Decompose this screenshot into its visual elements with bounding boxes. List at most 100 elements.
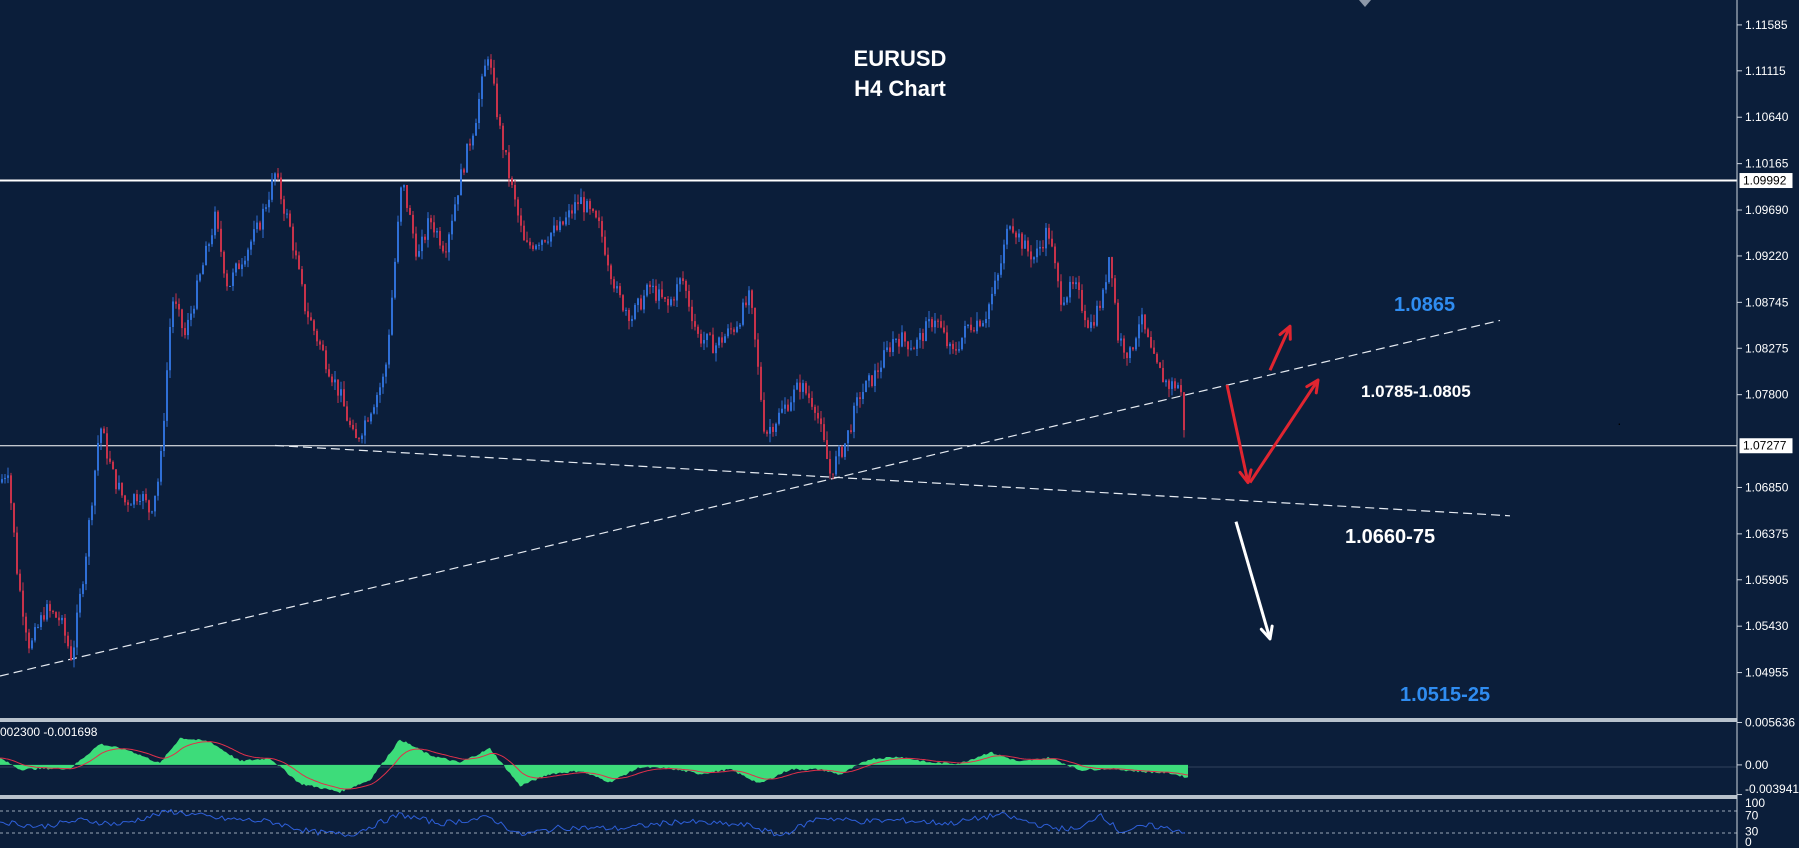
price-tick-label: 1.05430 — [1745, 619, 1789, 633]
candle-bull — [97, 442, 99, 471]
candle-bear — [691, 306, 693, 322]
candle-bear — [772, 426, 774, 432]
candle-bull — [925, 321, 927, 342]
candle-bull — [403, 184, 405, 188]
candle-bear — [70, 646, 72, 660]
candle-bear — [145, 494, 147, 501]
candle-bear — [1168, 380, 1170, 389]
candle-bull — [472, 135, 474, 146]
price-tick-label: 1.08275 — [1745, 341, 1789, 355]
candle-bear — [1183, 392, 1185, 431]
candle-bear — [526, 240, 528, 242]
candle-bear — [136, 494, 138, 502]
candle-bear — [292, 226, 294, 251]
price-tag-box — [1738, 437, 1794, 455]
candle-bear — [1027, 240, 1029, 252]
candle-bear — [808, 393, 810, 398]
candle-bear — [217, 211, 219, 229]
candle-bear — [973, 330, 975, 332]
candle-bear — [922, 333, 924, 342]
candle-bull — [154, 495, 156, 512]
candles — [1, 54, 1185, 668]
candle-bear — [952, 343, 954, 350]
candle-bear — [469, 143, 471, 146]
macd-tick-label: 0.005636 — [1745, 715, 1795, 729]
candle-bear — [1057, 263, 1059, 282]
price-axis: 1.11585 1.11115 1.10640 1.10165 1.09690 1.092… — [1736, 0, 1799, 848]
candle-bull — [88, 520, 90, 557]
candle-bull — [892, 339, 894, 353]
candle-bull — [232, 272, 234, 286]
candle-bear — [628, 309, 630, 322]
candle-bear — [673, 299, 675, 301]
candle-bear — [811, 397, 813, 407]
price-tick-label: 1.10640 — [1745, 110, 1789, 124]
candle-bear — [322, 344, 324, 351]
candle-bear — [712, 334, 714, 354]
price-tick-label: 1.06375 — [1745, 527, 1789, 541]
scroll-marker-icon[interactable] — [1359, 0, 1371, 7]
candle-bull — [847, 430, 849, 444]
candle-bull — [856, 397, 858, 406]
candle-bear — [787, 404, 789, 411]
macd-pane: 002300 -0.001698 — [0, 725, 1737, 794]
candle-bear — [19, 573, 21, 591]
candle-bear — [1042, 246, 1044, 249]
candle-bear — [226, 273, 228, 287]
price-tick-label: 1.10165 — [1745, 157, 1789, 171]
candle-bull — [205, 245, 207, 266]
candle-bull — [37, 626, 39, 628]
candle-bull — [706, 333, 708, 341]
candle-bull — [991, 293, 993, 305]
arrow-shaft — [1248, 379, 1320, 484]
candle-bear — [259, 222, 261, 230]
candle-bull — [187, 319, 189, 336]
candle-bear — [424, 236, 426, 240]
candle-bull — [541, 240, 543, 245]
arrow-head-icon — [1259, 624, 1274, 641]
candle-bull — [460, 169, 462, 196]
candle-bear — [859, 397, 861, 400]
arrow-shaft — [1234, 521, 1272, 640]
rsi-line — [0, 808, 1186, 838]
candle-bull — [538, 244, 540, 246]
candle-bull — [676, 284, 678, 301]
candle-bull — [7, 475, 9, 478]
candle-bear — [1162, 367, 1164, 383]
candle-bull — [1075, 282, 1077, 285]
candle-bear — [604, 236, 606, 255]
candle-bull — [880, 367, 882, 372]
candle-bear — [1111, 257, 1113, 279]
candle-bear — [1147, 329, 1149, 337]
candle-bear — [502, 125, 504, 150]
candle-bear — [181, 309, 183, 329]
candle-bull — [85, 556, 87, 585]
candle-bull — [1036, 248, 1038, 258]
candle-bear — [697, 326, 699, 334]
candle-bear — [220, 228, 222, 252]
arrow-head-icon — [1305, 378, 1320, 395]
candle-bear — [409, 207, 411, 215]
candle-bear — [313, 320, 315, 331]
annotation-target-up: 1.0865 — [1394, 294, 1455, 316]
candle-bull — [802, 383, 804, 392]
chart-title: EURUSD — [854, 46, 947, 71]
candle-bear — [532, 245, 534, 250]
candle-bear — [751, 290, 753, 308]
candle-bear — [577, 202, 579, 205]
candle-bear — [619, 286, 621, 296]
candle-bull — [169, 327, 171, 371]
candle-bull — [910, 348, 912, 350]
arrow-shaft — [1268, 325, 1292, 371]
candle-bear — [1015, 232, 1017, 238]
candle-bear — [940, 321, 942, 328]
candle-bull — [334, 379, 336, 383]
candle-bear — [124, 495, 126, 503]
annotation-support-zone: 1.0660-75 — [1345, 526, 1435, 548]
candle-bear — [112, 461, 114, 470]
candle-bull — [778, 412, 780, 424]
candle-bull — [163, 420, 165, 452]
candle-bull — [229, 285, 231, 287]
candle-bull — [670, 299, 672, 306]
arrow-head-icon — [1278, 324, 1292, 341]
